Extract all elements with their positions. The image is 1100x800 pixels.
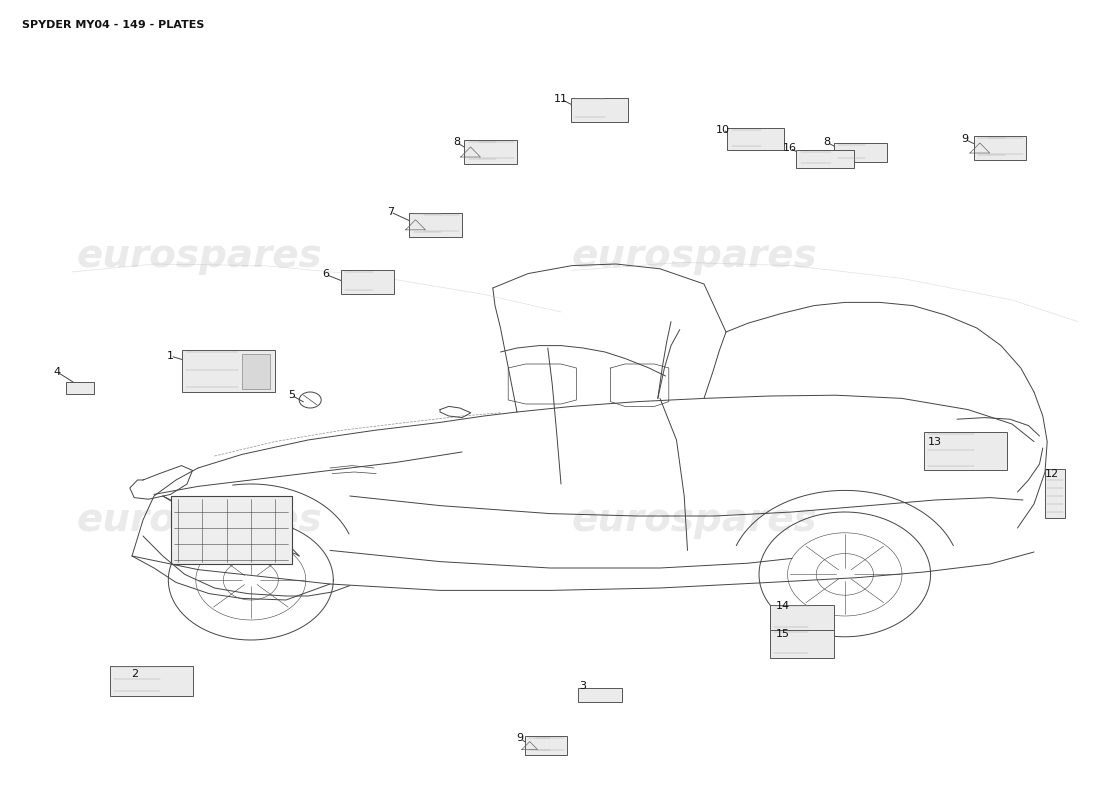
- Text: 16: 16: [783, 143, 796, 153]
- Text: 8: 8: [453, 138, 460, 147]
- Bar: [525, 736, 566, 755]
- Bar: [182, 350, 275, 392]
- Bar: [571, 98, 628, 122]
- Text: eurospares: eurospares: [77, 501, 322, 539]
- Text: eurospares: eurospares: [572, 237, 817, 275]
- Bar: [834, 143, 887, 162]
- Text: 15: 15: [777, 629, 790, 638]
- Text: eurospares: eurospares: [572, 501, 817, 539]
- Bar: [409, 213, 462, 237]
- Text: SPYDER MY04 - 149 - PLATES: SPYDER MY04 - 149 - PLATES: [22, 20, 205, 30]
- Bar: [727, 128, 784, 150]
- Bar: [110, 666, 192, 696]
- Bar: [770, 605, 834, 632]
- Text: 5: 5: [288, 390, 295, 400]
- Text: 4: 4: [54, 367, 60, 377]
- Text: 12: 12: [1045, 469, 1058, 478]
- Bar: [341, 270, 394, 294]
- Bar: [1045, 469, 1065, 518]
- Text: 11: 11: [554, 94, 568, 104]
- Text: 9: 9: [961, 134, 968, 144]
- Text: 13: 13: [928, 437, 942, 446]
- Text: 6: 6: [322, 270, 329, 279]
- Text: 2: 2: [131, 669, 138, 678]
- Bar: [170, 496, 292, 564]
- Bar: [464, 140, 517, 164]
- Bar: [770, 630, 834, 658]
- Text: 10: 10: [716, 125, 729, 134]
- Text: 3: 3: [580, 682, 586, 691]
- Bar: [974, 136, 1026, 160]
- Text: 7: 7: [387, 207, 394, 217]
- Text: 14: 14: [777, 602, 790, 611]
- Text: eurospares: eurospares: [77, 237, 322, 275]
- Bar: [66, 382, 94, 394]
- Text: 8: 8: [824, 138, 830, 147]
- Text: 9: 9: [517, 734, 524, 743]
- Bar: [924, 432, 1007, 470]
- Bar: [796, 150, 854, 168]
- Bar: [578, 688, 621, 702]
- Bar: [242, 354, 271, 389]
- Text: 1: 1: [167, 351, 174, 361]
